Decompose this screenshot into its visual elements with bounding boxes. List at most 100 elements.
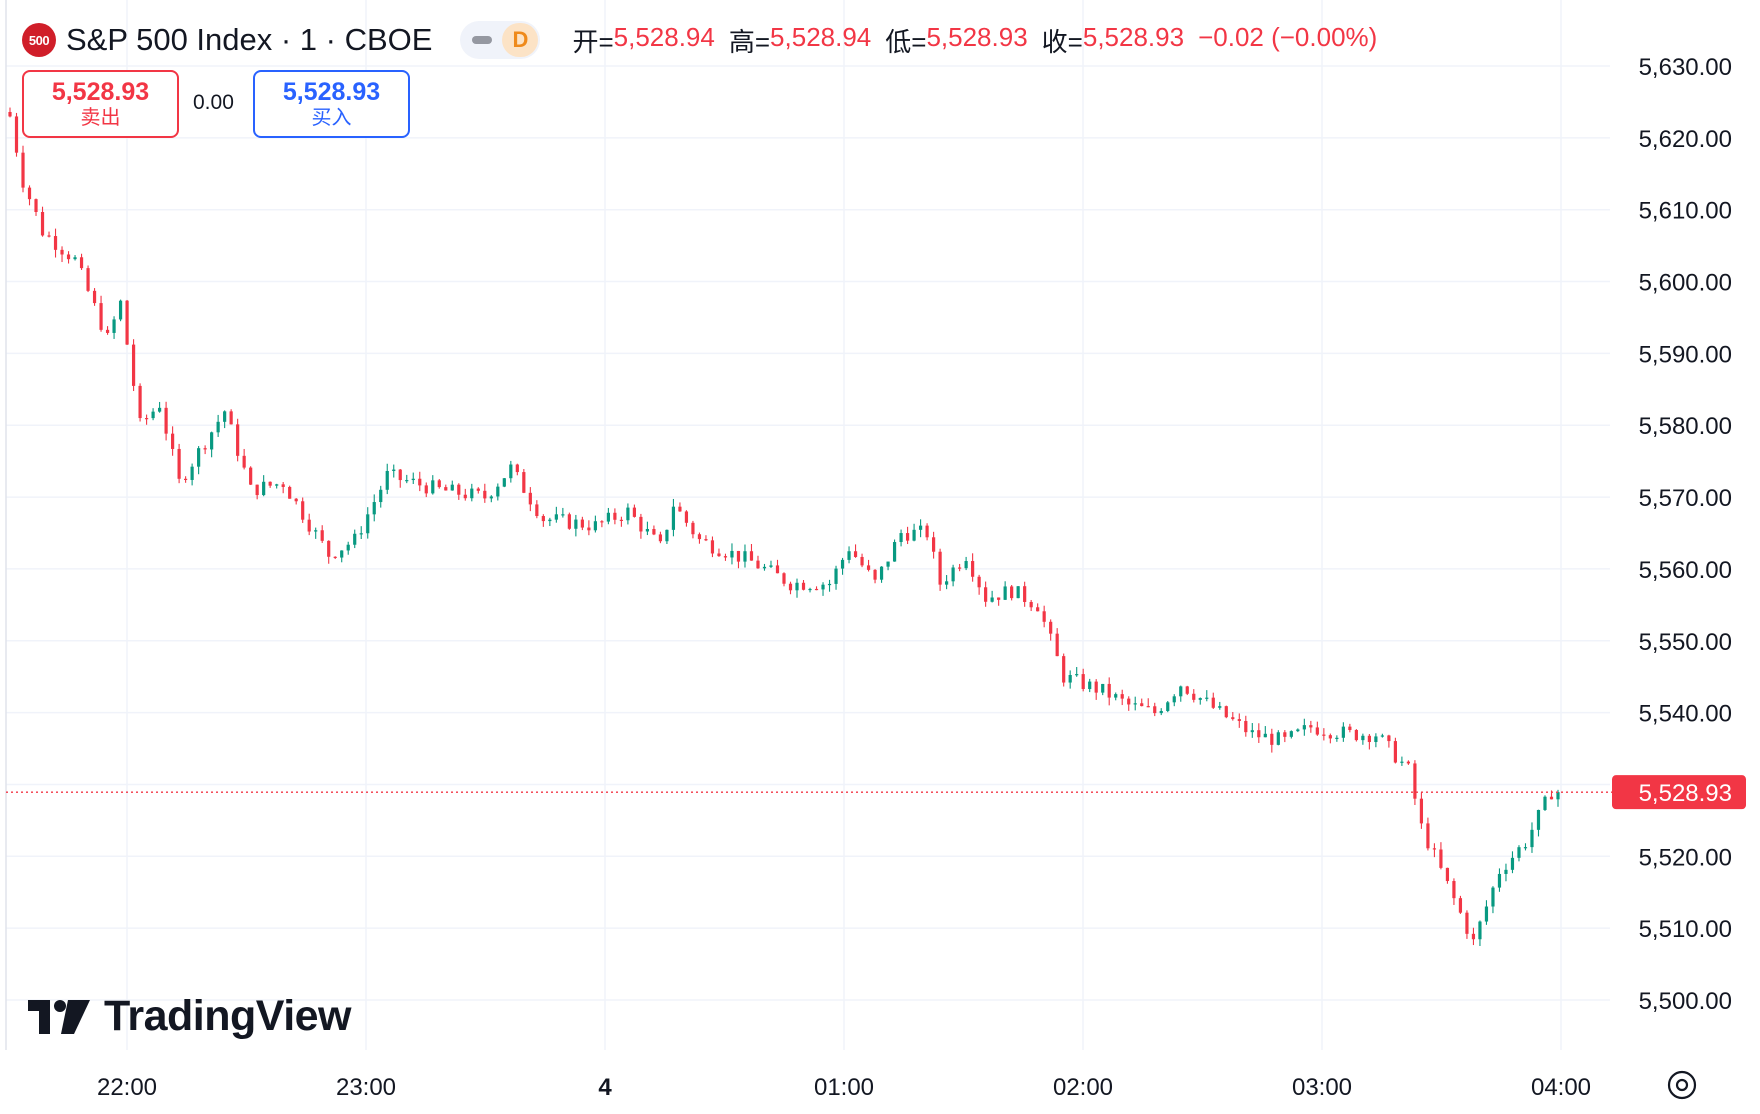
candle-down (717, 548, 721, 557)
tradingview-wordmark: TradingView (104, 992, 352, 1040)
candle-up (405, 474, 409, 484)
time-tick-label: 03:00 (1292, 1074, 1352, 1101)
candle-down (1094, 679, 1098, 700)
candle-down (1348, 723, 1352, 733)
last-price-badge (1612, 775, 1746, 810)
candle-up (379, 485, 383, 508)
candle-down (1029, 599, 1033, 612)
candle-down (138, 383, 142, 422)
time-tick-label: 4 (598, 1074, 612, 1101)
candle-up (340, 550, 344, 563)
candle-down (515, 463, 519, 476)
candle-down (242, 448, 246, 470)
candle-up (502, 477, 506, 488)
candle-up (1172, 694, 1176, 707)
candle-down (125, 299, 129, 345)
sell-button[interactable]: 5,528.93 卖出 (22, 70, 179, 138)
candle-down (958, 563, 962, 572)
candle-up (411, 472, 415, 485)
candle-down (652, 525, 656, 536)
candle-down (99, 295, 103, 332)
candle-down (333, 556, 337, 560)
candle-up (1159, 708, 1163, 716)
buy-button[interactable]: 5,528.93 买入 (253, 70, 410, 138)
symbol-title[interactable]: S&P 500 Index · 1 · CBOE (66, 22, 433, 57)
candle-down (1062, 653, 1066, 687)
candle-down (27, 185, 32, 206)
low-value: 5,528.93 (926, 21, 1028, 52)
candle-down (632, 504, 637, 518)
price-tick-label: 5,600.00 (1639, 270, 1732, 297)
candle-down (528, 487, 532, 512)
candle-down (600, 520, 604, 528)
spread-value: 0.00 (193, 91, 234, 114)
candle-down (47, 231, 51, 238)
candle-up (1003, 581, 1007, 600)
candle-down (249, 466, 253, 485)
tradingview-logo[interactable]: TradingView (28, 992, 352, 1041)
candle-down (704, 535, 708, 542)
candle-down (301, 497, 305, 523)
open-label: 开= (572, 26, 614, 57)
candle-down (40, 206, 45, 237)
candle-down (229, 409, 233, 425)
candle-down (1328, 733, 1332, 744)
candle-down (535, 500, 539, 519)
candle-down (1406, 760, 1411, 765)
open-value: 5,528.94 (613, 21, 715, 52)
candle-down (1413, 760, 1417, 806)
candle-down (1185, 685, 1189, 696)
candle-up (1491, 886, 1495, 914)
candle-up (1361, 733, 1365, 745)
candle-down (1471, 927, 1476, 946)
candle-up (1536, 809, 1541, 837)
candle-down (1432, 843, 1437, 858)
candle-up (1510, 851, 1515, 874)
candle-up (990, 590, 994, 603)
candle-up (918, 519, 923, 538)
market-status-pill[interactable]: D (460, 21, 541, 59)
candle-up (1166, 701, 1170, 713)
candle-down (541, 514, 545, 527)
candles (8, 107, 1560, 946)
price-tick-label: 5,610.00 (1639, 198, 1732, 225)
time-tick-label: 02:00 (1053, 1074, 1113, 1101)
candle-down (977, 574, 981, 595)
candle-down (1023, 581, 1027, 607)
candle-down (60, 246, 64, 263)
price-tick-label: 5,580.00 (1639, 413, 1732, 440)
candle-up (606, 507, 610, 525)
candle-up (1101, 683, 1105, 696)
candle-down (105, 326, 110, 335)
candle-up (151, 408, 155, 421)
candle-down (1055, 628, 1059, 657)
candle-up (1088, 678, 1092, 693)
settings-icon[interactable] (1667, 1070, 1697, 1100)
candle-down (1367, 733, 1371, 750)
candle-down (587, 520, 591, 536)
candle-up (1530, 822, 1534, 853)
candle-up (808, 587, 812, 593)
candle-up (496, 483, 500, 501)
candle-down (307, 513, 311, 536)
candle-up (1133, 696, 1137, 711)
candle-up (886, 561, 890, 571)
candle-up (450, 480, 454, 491)
time-axis[interactable]: 22:00 23:00 4 01:00 02:00 03:00 04:00 (97, 1074, 1591, 1101)
candle-down (53, 228, 58, 258)
candle-down (873, 569, 877, 584)
candle-down (1127, 696, 1131, 711)
candle-down (21, 145, 25, 193)
candle-down (444, 484, 448, 491)
candle-down (463, 488, 467, 501)
candle-down (984, 581, 988, 607)
candle-down (457, 483, 461, 500)
candle-up (223, 410, 227, 429)
price-axis[interactable]: 5,630.00 5,620.00 5,610.00 5,600.00 5,590.00… (1612, 54, 1746, 1015)
candle-up (262, 475, 266, 497)
candle-up (1400, 756, 1404, 766)
candle-down (1036, 603, 1040, 612)
candle-up (769, 560, 773, 568)
candle-up (1543, 795, 1547, 811)
